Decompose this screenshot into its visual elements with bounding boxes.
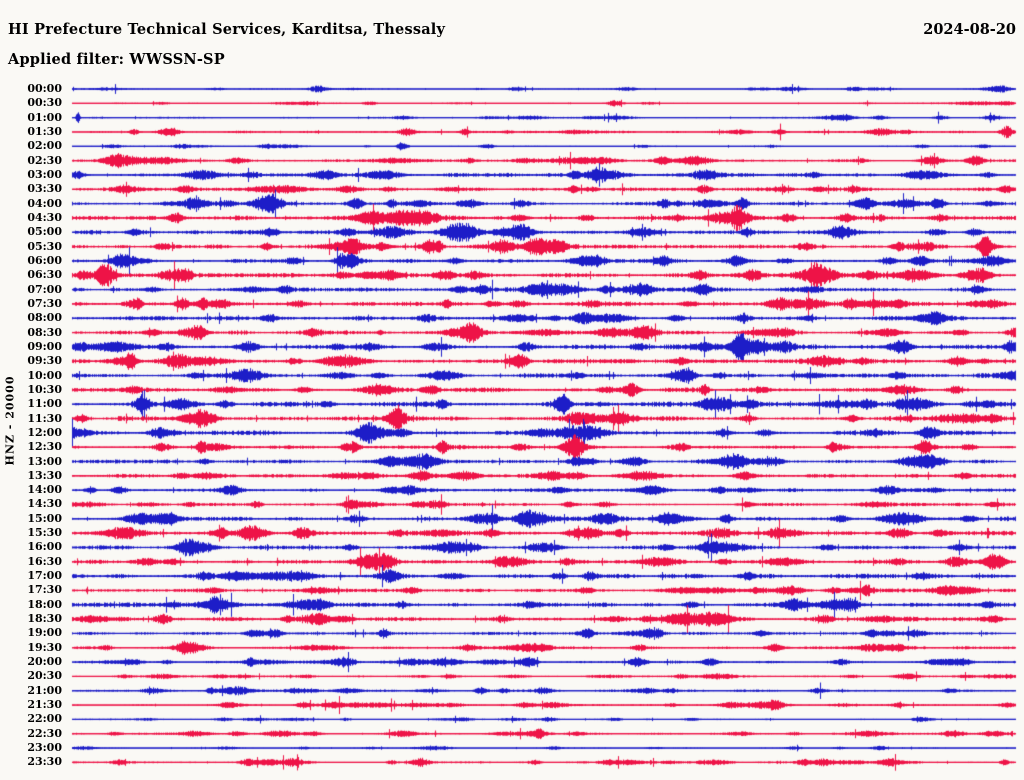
time-label: 03:30 — [27, 182, 62, 196]
time-label: 00:00 — [27, 82, 62, 95]
time-label: 10:30 — [27, 382, 62, 396]
time-label: 09:30 — [27, 354, 62, 368]
time-label: 14:30 — [27, 497, 62, 511]
time-label: 13:00 — [27, 454, 62, 468]
time-label: 18:30 — [27, 612, 62, 626]
time-label: 22:30 — [27, 726, 62, 740]
time-label: 00:30 — [27, 96, 62, 110]
time-label: 12:30 — [27, 440, 62, 454]
time-label: 11:30 — [27, 411, 62, 425]
time-label: 02:00 — [27, 139, 62, 153]
time-label: 06:30 — [27, 268, 62, 282]
time-label: 09:00 — [27, 339, 62, 353]
time-label: 15:30 — [27, 526, 62, 540]
time-label: 12:00 — [27, 425, 62, 439]
time-label: 01:30 — [27, 124, 62, 138]
time-label: 20:30 — [27, 669, 62, 683]
date-label: 2024-08-20 — [923, 21, 1016, 38]
time-label: 08:30 — [27, 325, 62, 339]
time-label: 04:00 — [27, 196, 62, 210]
time-label: 20:00 — [27, 655, 62, 669]
time-label: 19:00 — [27, 626, 62, 640]
time-label: 23:00 — [27, 741, 62, 755]
time-label: 14:00 — [27, 483, 62, 497]
time-label: 23:30 — [27, 755, 62, 769]
time-label: 16:00 — [27, 540, 62, 554]
time-label: 05:00 — [27, 225, 62, 239]
time-label: 02:30 — [27, 153, 62, 167]
time-label: 03:00 — [27, 167, 62, 181]
time-label: 05:30 — [27, 239, 62, 253]
time-label: 15:00 — [27, 511, 62, 525]
time-label: 11:00 — [27, 397, 62, 411]
time-label: 21:00 — [27, 683, 62, 697]
time-label: 04:30 — [27, 210, 62, 224]
time-label: 18:00 — [27, 597, 62, 611]
time-label: 10:00 — [27, 368, 62, 382]
time-label: 01:00 — [27, 110, 62, 124]
time-label: 06:00 — [27, 253, 62, 267]
filter-label: Applied filter: WWSSN-SP — [8, 51, 225, 68]
time-label: 19:30 — [27, 640, 62, 654]
time-label: 16:30 — [27, 554, 62, 568]
time-label: 08:00 — [27, 311, 62, 325]
time-label: 07:00 — [27, 282, 62, 296]
time-label: 07:30 — [27, 296, 62, 310]
page-title: HI Prefecture Technical Services, Kardit… — [8, 21, 446, 38]
time-label: 17:30 — [27, 583, 62, 597]
time-label: 13:30 — [27, 468, 62, 482]
time-label: 21:30 — [27, 698, 62, 712]
time-label: 17:00 — [27, 569, 62, 583]
time-label: 22:00 — [27, 712, 62, 726]
